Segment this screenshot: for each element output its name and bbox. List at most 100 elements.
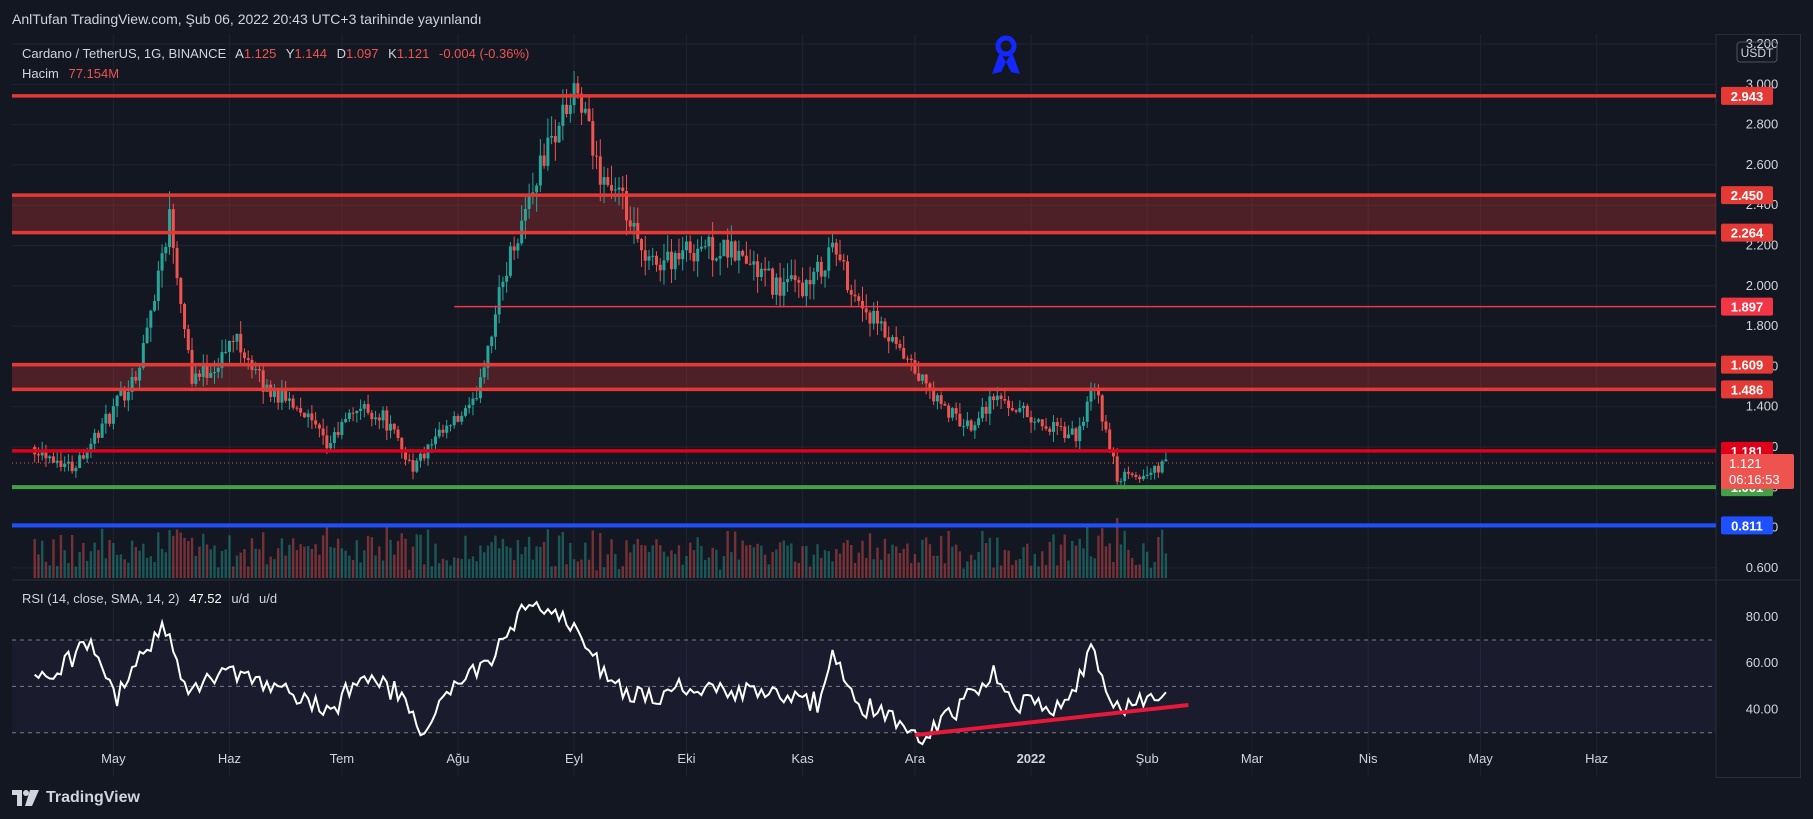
volume-bar xyxy=(160,548,164,578)
candle-body xyxy=(422,453,426,459)
candle-body xyxy=(314,420,318,425)
level-tag-label: 1.897 xyxy=(1731,300,1764,315)
candle-body xyxy=(827,247,831,271)
volume-bar xyxy=(344,550,347,578)
candle-body xyxy=(153,301,157,311)
volume-bar xyxy=(820,557,823,578)
volume-bar xyxy=(921,539,924,578)
rsi-label: RSI (14, close, SMA, 14, 2) xyxy=(22,591,180,606)
price-tick-label: 2.000 xyxy=(1746,278,1779,293)
candle-body xyxy=(138,367,142,381)
candle-body xyxy=(141,343,145,368)
volume-bar xyxy=(479,545,482,578)
volume-bar xyxy=(853,563,857,578)
volume-bar xyxy=(1007,550,1010,578)
candle-body xyxy=(396,429,400,438)
volume-bar xyxy=(460,558,463,578)
volume-bar xyxy=(928,544,932,578)
candle-body xyxy=(224,351,228,353)
candle-body xyxy=(950,408,954,418)
volume-bar xyxy=(273,559,276,578)
candle-body xyxy=(1052,422,1056,432)
volume-bar xyxy=(505,546,508,578)
candle-body xyxy=(433,436,437,445)
candle-body xyxy=(460,415,464,422)
volume-bar xyxy=(865,557,868,578)
time-tick-label: Mar xyxy=(1241,751,1264,766)
candle-body xyxy=(849,290,853,295)
countdown-label: 06:16:53 xyxy=(1729,472,1780,487)
candle-body xyxy=(508,246,512,276)
volume-bar xyxy=(486,545,490,578)
time-tick-label: Şub xyxy=(1136,751,1159,766)
candle-body xyxy=(261,370,265,392)
volume-bar xyxy=(812,554,815,578)
candle-body xyxy=(239,333,243,353)
currency-box[interactable] xyxy=(1736,41,1778,63)
volume-bar xyxy=(389,539,392,578)
candle-body xyxy=(329,442,333,449)
volume-bar xyxy=(838,553,842,578)
candle-body xyxy=(501,281,505,288)
volume-bar xyxy=(408,569,411,578)
time-tick-label: Nis xyxy=(1359,751,1378,766)
volume-bar xyxy=(385,525,388,578)
candle-body xyxy=(48,456,52,459)
volume-bar xyxy=(557,535,561,578)
volume-bar xyxy=(831,561,834,578)
candle-body xyxy=(527,196,531,209)
volume-bar xyxy=(400,533,403,578)
candle-body xyxy=(1070,428,1074,435)
volume-bar xyxy=(340,548,344,578)
volume-bar xyxy=(640,545,643,578)
volume-bar xyxy=(715,549,718,578)
candle-body xyxy=(677,252,681,260)
volume-bar xyxy=(276,548,280,578)
candle-body xyxy=(984,406,988,414)
candle-body xyxy=(216,367,220,373)
candle-body xyxy=(980,406,984,419)
volume-bar xyxy=(846,539,849,578)
candle-body xyxy=(868,312,872,324)
volume-bar xyxy=(78,551,81,578)
candle-body xyxy=(999,395,1003,399)
volume-bar xyxy=(134,546,138,578)
volume-bar xyxy=(1153,561,1156,578)
volume-bar xyxy=(89,551,93,578)
volume-bar xyxy=(423,564,426,578)
volume-bar xyxy=(771,551,774,578)
time-tick-label: Ağu xyxy=(446,751,469,766)
candle-body xyxy=(407,459,411,461)
candle-body xyxy=(973,425,977,431)
candle-body xyxy=(801,282,805,297)
candle-body xyxy=(359,408,363,411)
volume-bar xyxy=(497,548,501,578)
candle-body xyxy=(726,239,730,258)
volume-bar xyxy=(1089,556,1093,578)
candle-body xyxy=(389,423,393,431)
volume-bar xyxy=(827,551,830,578)
volume-bar xyxy=(722,556,726,578)
candle-body xyxy=(939,395,943,404)
volume-value: 77.154M xyxy=(68,66,119,81)
candle-body xyxy=(1081,421,1085,426)
candle-body xyxy=(134,376,138,381)
candle-body xyxy=(842,259,846,262)
candle-body xyxy=(759,268,763,277)
volume-bar xyxy=(396,540,400,578)
resistance-zone xyxy=(12,364,1716,390)
volume-bar xyxy=(168,529,171,578)
volume-bar xyxy=(355,540,359,578)
candle-body xyxy=(763,268,767,271)
rsi-tick-label: 60.00 xyxy=(1746,655,1779,670)
candle-body xyxy=(744,255,748,264)
volume-bar xyxy=(306,546,310,578)
volume-bar xyxy=(748,544,752,578)
volume-bar xyxy=(741,540,744,578)
volume-bar xyxy=(576,561,580,578)
candle-body xyxy=(748,263,752,265)
candle-body xyxy=(696,248,700,262)
volume-bar xyxy=(737,559,741,578)
volume-bar xyxy=(325,527,329,578)
